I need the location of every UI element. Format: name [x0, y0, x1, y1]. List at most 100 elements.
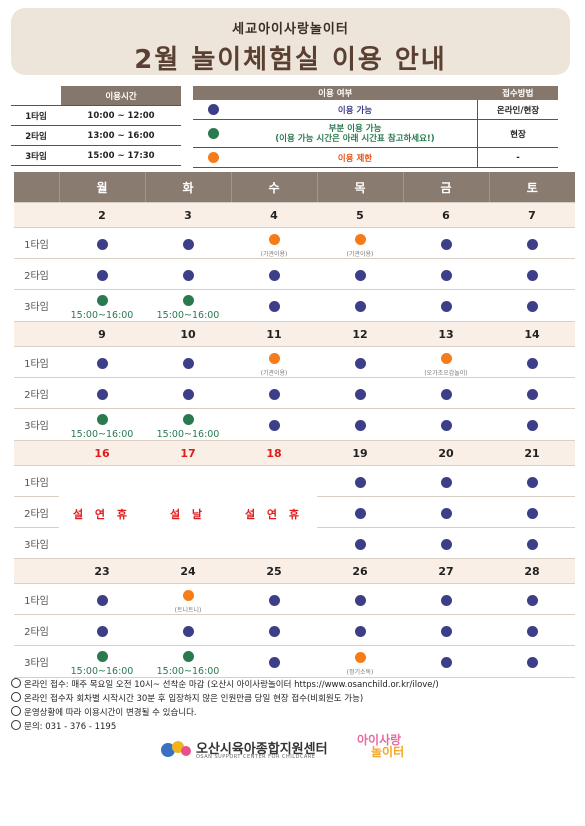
- slot-row: 1타임 (기관이용) (기관이용): [14, 227, 575, 259]
- slot-row: 1타임 (기관이용) (오가조오감놀이): [14, 346, 575, 378]
- date-cell: 11: [231, 321, 317, 347]
- time-row-label: 1타임: [11, 105, 61, 126]
- date-cell: 6: [403, 202, 489, 228]
- slot-label: 3타임: [14, 289, 59, 322]
- slot-cell: [403, 408, 489, 441]
- blue-dot-icon: [96, 357, 108, 369]
- blue-dot-icon: [182, 269, 194, 281]
- slot-cell: [403, 289, 489, 322]
- slot-cell: [403, 227, 489, 259]
- slot-label: 1타임: [14, 346, 59, 378]
- blue-dot-icon: [526, 357, 538, 369]
- legend-row: 이용 제한 -: [193, 147, 558, 168]
- date-cell: 26: [317, 558, 403, 584]
- blue-dot-icon: [182, 388, 194, 400]
- partial-time-note: 15:00~16:00: [156, 429, 220, 440]
- blue-dot-icon: [526, 476, 538, 488]
- holiday-label: 설 연 휴: [72, 507, 132, 521]
- blue-dot-icon: [182, 238, 194, 250]
- slot-cell: [317, 346, 403, 378]
- slot-label: 1타임: [14, 583, 59, 615]
- blue-dot-icon: [268, 594, 280, 606]
- slot-note: (오가조오감놀이): [424, 369, 468, 377]
- blue-dot-icon: [268, 625, 280, 637]
- slot-cell: 15:00~16:00: [59, 645, 145, 678]
- slot-row: 3타임 15:00~16:00 15:00~16:00 (정기소독): [14, 645, 575, 678]
- slot-cell: [489, 527, 575, 559]
- blue-dot-icon: [440, 238, 452, 250]
- slot-cell: [489, 227, 575, 259]
- legend-text: 이용 가능: [233, 100, 478, 120]
- slot-cell: [489, 289, 575, 322]
- time-row: 2타임 13:00 ~ 16:00: [11, 125, 181, 146]
- slot-cell: [489, 583, 575, 615]
- slot-label: 3타임: [14, 408, 59, 441]
- slot-label: 3타임: [14, 527, 59, 559]
- slot-cell: [489, 346, 575, 378]
- slot-row: 2타임: [14, 496, 575, 528]
- note-item: 문의: 031 - 376 - 1195: [11, 720, 439, 734]
- time-table-corner: [11, 86, 61, 106]
- playground-logo: 아이사랑 놀이터: [357, 734, 404, 758]
- slot-cell: [403, 527, 489, 559]
- day-header: 수: [230, 172, 317, 203]
- slot-cell: [231, 258, 317, 290]
- slot-row: 2타임: [14, 258, 575, 290]
- slot-cell: [59, 583, 145, 615]
- blue-dot-icon: [440, 388, 452, 400]
- blue-dot-icon: [354, 594, 366, 606]
- calendar-corner: [14, 172, 59, 203]
- slot-cell: [489, 377, 575, 409]
- slot-cell: [403, 583, 489, 615]
- slot-cell: [403, 258, 489, 290]
- date-cell: 5: [317, 202, 403, 228]
- slot-cell: [403, 645, 489, 678]
- slot-cell: [403, 377, 489, 409]
- time-row-label: 3타임: [11, 145, 61, 166]
- slot-cell: [145, 227, 231, 259]
- blue-dot-icon: [526, 507, 538, 519]
- slot-note: (기관이용): [260, 369, 288, 377]
- note-text: 운영상황에 따라 이용시간이 변경될 수 있습니다.: [24, 708, 197, 718]
- slot-cell: [489, 614, 575, 646]
- slot-cell: [317, 465, 403, 497]
- blue-dot-icon: [440, 301, 452, 312]
- slot-cell: 15:00~16:00: [145, 408, 231, 441]
- circle-bullet-icon: [11, 692, 21, 702]
- blue-dot-icon: [526, 625, 538, 637]
- slot-row: 2타임: [14, 614, 575, 646]
- date-cell: 18: [231, 440, 317, 466]
- blue-dot-icon: [440, 594, 452, 606]
- orange-dot-icon: [268, 352, 280, 364]
- slot-cell: [489, 465, 575, 497]
- time-table-header: 이용시간: [61, 86, 181, 106]
- blue-dot-icon: [268, 269, 280, 281]
- blue-dot-icon: [268, 388, 280, 400]
- green-dot-icon: [182, 414, 194, 425]
- slot-cell: [59, 377, 145, 409]
- date-cell: 27: [403, 558, 489, 584]
- orange-dot-icon: [440, 352, 452, 364]
- date-cell: 19: [317, 440, 403, 466]
- blue-dot-icon: [354, 476, 366, 488]
- date-row-blank: [14, 321, 59, 347]
- date-cell: 17: [145, 440, 231, 466]
- green-dot-icon: [96, 414, 108, 425]
- slot-cell: (오가조오감놀이): [403, 346, 489, 378]
- blue-dot-icon: [96, 594, 108, 606]
- green-dot-icon: [182, 295, 194, 306]
- blue-dot-icon: [182, 625, 194, 637]
- blue-dot-icon: [354, 357, 366, 369]
- slot-note: (정기소독): [346, 669, 374, 676]
- green-dot-icon: [207, 128, 219, 139]
- slot-row: 3타임 15:00~16:00 15:00~16:00: [14, 289, 575, 322]
- slot-cell: [231, 408, 317, 441]
- date-row-blank: [14, 202, 59, 228]
- date-cell: 3: [145, 202, 231, 228]
- legend-header-method: 접수방법: [477, 86, 558, 100]
- date-cell: 12: [317, 321, 403, 347]
- date-cell: 23: [59, 558, 145, 584]
- note-text: 문의: 031 - 376 - 1195: [24, 722, 117, 732]
- blue-dot-icon: [268, 301, 280, 312]
- slot-row: 3타임 15:00~16:00 15:00~16:00: [14, 408, 575, 441]
